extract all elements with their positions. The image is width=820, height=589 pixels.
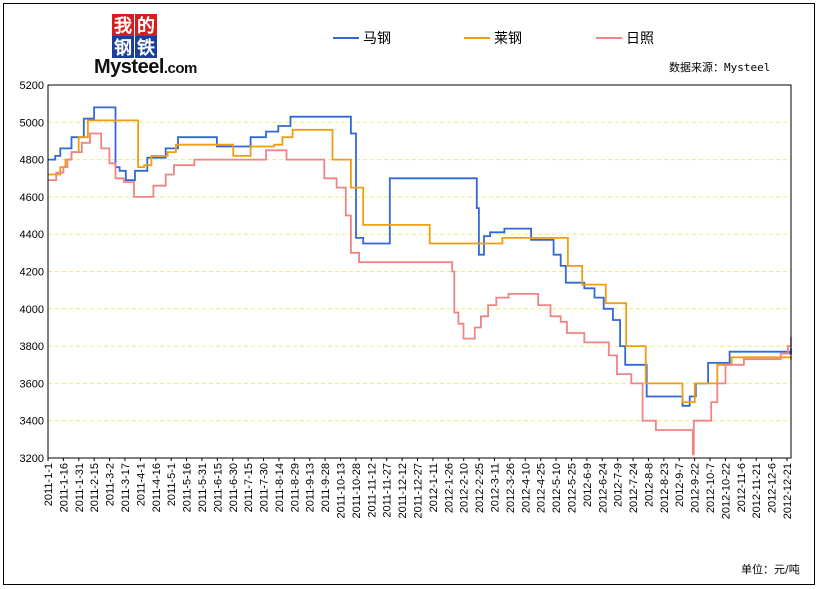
legend-item-series-1: 莱钢 [464, 28, 522, 48]
series-line-1 [48, 119, 792, 403]
legend-item-series-2: 日照 [596, 28, 654, 48]
x-tick-label: 2011-11-12 [366, 463, 378, 518]
x-tick-label: 2011-5-1 [166, 463, 178, 506]
y-tick-label: 5000 [20, 117, 44, 129]
y-tick-label: 3600 [20, 378, 44, 390]
x-tick-label: 2012-6-24 [597, 463, 609, 513]
x-tick-label: 2012-10-7 [705, 463, 717, 513]
x-tick-label: 2012-3-11 [489, 463, 501, 512]
y-tick-label: 4000 [20, 304, 44, 316]
logo-brand: Mysteel.com [94, 56, 197, 78]
x-tick-label: 2011-2-15 [89, 463, 101, 512]
x-tick-label: 2011-4-16 [151, 463, 163, 512]
y-tick-label: 4200 [20, 267, 44, 279]
mysteel-logo: 我 的 钢 铁 Mysteel.com [94, 14, 212, 78]
x-tick-label: 2011-7-15 [243, 463, 255, 512]
logo-char: 的 [135, 14, 157, 37]
x-tick-label: 2012-4-10 [520, 463, 532, 513]
x-tick-label: 2012-6-9 [582, 463, 594, 507]
legend-swatch [464, 37, 490, 39]
x-tick-label: 2011-6-30 [228, 463, 240, 512]
logo-char: 我 [112, 14, 134, 37]
x-tick-label: 2011-6-15 [212, 463, 224, 512]
y-tick-label: 4600 [20, 192, 44, 204]
x-tick-label: 2012-1-11 [428, 463, 440, 512]
x-tick-label: 2011-8-14 [274, 463, 286, 512]
x-tick-label: 2012-11-21 [751, 463, 763, 518]
chart-frame [3, 3, 815, 585]
x-tick-label: 2011-9-28 [320, 463, 332, 512]
x-tick-label: 2012-7-9 [613, 463, 625, 507]
x-tick-label: 2011-3-17 [120, 463, 132, 512]
x-tick-label: 2012-1-26 [443, 463, 455, 513]
series-line-2 [48, 132, 792, 456]
y-tick-label: 3800 [20, 341, 44, 353]
series-line-0 [48, 106, 792, 407]
legend-item-series-0: 马钢 [333, 28, 391, 48]
x-tick-label: 2011-12-12 [397, 463, 409, 518]
x-tick-label: 2012-5-10 [551, 463, 563, 513]
y-tick-label: 4800 [20, 155, 44, 167]
x-tick-label: 2012-7-24 [628, 463, 640, 513]
legend-swatch [596, 37, 622, 39]
x-tick-label: 2012-12-6 [767, 463, 779, 513]
x-tick-label: 2012-9-22 [690, 463, 702, 513]
legend-label: 日照 [626, 31, 654, 47]
x-tick-label: 2012-4-25 [536, 463, 548, 513]
x-tick-label: 2011-12-27 [413, 463, 425, 518]
y-tick-label: 3400 [20, 416, 44, 428]
source-note: 数据来源：Mysteel [669, 61, 771, 74]
x-tick-label: 2012-12-21 [782, 463, 794, 519]
y-tick-label: 4400 [20, 229, 44, 241]
x-tick-label: 2011-1-16 [58, 463, 70, 512]
x-tick-label: 2011-1-1 [43, 463, 55, 506]
x-tick-label: 2012-8-8 [643, 463, 655, 507]
x-tick-label: 2011-10-28 [351, 463, 363, 518]
x-tick-label: 2012-5-25 [566, 463, 578, 513]
plot-border [47, 84, 792, 459]
x-tick-label: 2012-11-6 [736, 463, 748, 512]
x-tick-label: 2011-11-27 [382, 463, 394, 518]
x-tick-label: 2011-4-1 [135, 463, 147, 506]
legend-swatch [333, 37, 359, 39]
logo-char: 钢 [112, 36, 134, 59]
legend-label: 莱钢 [494, 31, 522, 47]
x-tick-label: 2012-9-7 [674, 463, 686, 507]
x-tick-label: 2012-8-23 [659, 463, 671, 513]
x-tick-label: 2012-3-26 [505, 463, 517, 513]
y-tick-label: 3200 [20, 453, 44, 465]
x-tick-label: 2011-9-13 [305, 463, 317, 512]
x-tick-label: 2012-2-10 [459, 463, 471, 513]
legend-label: 马钢 [363, 31, 391, 47]
x-tick-label: 2011-5-31 [197, 463, 209, 512]
logo-char: 铁 [135, 36, 157, 59]
x-tick-label: 2011-1-31 [74, 463, 86, 512]
x-tick-label: 2012-2-25 [474, 463, 486, 513]
y-tick-label: 5200 [20, 80, 44, 92]
x-tick-label: 2011-3-2 [105, 463, 117, 506]
x-tick-label: 2011-5-16 [182, 463, 194, 512]
x-tick-label: 2012-10-22 [720, 463, 732, 519]
x-tick-label: 2011-7-30 [259, 463, 271, 512]
unit-note: 单位：元/吨 [741, 563, 800, 576]
x-tick-label: 2011-8-29 [289, 463, 301, 512]
x-tick-label: 2011-10-13 [336, 463, 348, 518]
